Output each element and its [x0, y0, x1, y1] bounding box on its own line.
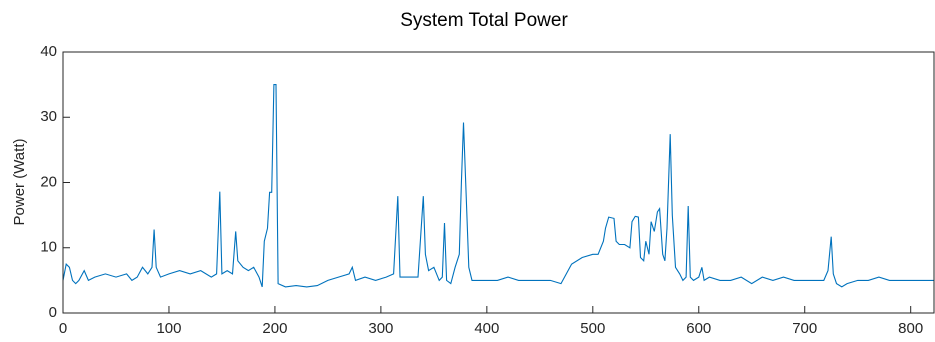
y-tick-label: 10 — [40, 239, 57, 256]
x-tick-label: 800 — [898, 320, 923, 337]
y-axis-label: Power (Watt) — [11, 139, 28, 226]
x-tick-label: 500 — [580, 320, 605, 337]
y-tick-label: 20 — [40, 173, 57, 190]
x-tick-label: 0 — [59, 320, 67, 337]
x-tick-label: 200 — [262, 320, 287, 337]
x-tick-label: 700 — [792, 320, 817, 337]
y-tick-label: 0 — [49, 304, 57, 321]
chart-title: System Total Power — [400, 10, 568, 31]
x-tick-label: 400 — [474, 320, 499, 337]
x-tick-label: 300 — [368, 320, 393, 337]
plot-frame — [62, 51, 935, 314]
y-tick-label: 30 — [40, 108, 57, 125]
x-tick-label: 100 — [156, 320, 181, 337]
y-tick-label: 40 — [40, 43, 57, 60]
x-tick-label: 600 — [686, 320, 711, 337]
data-line — [62, 84, 934, 288]
